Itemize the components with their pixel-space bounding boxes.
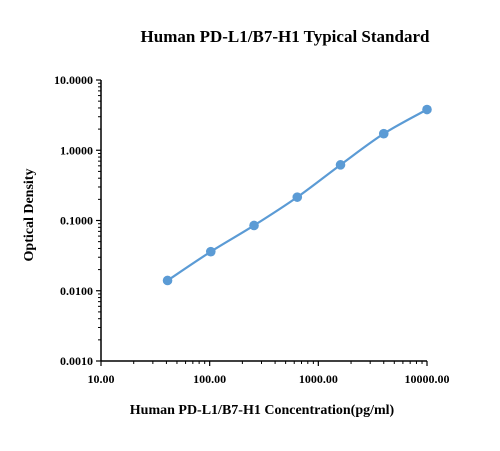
data-point [422, 104, 432, 115]
data-point [292, 192, 303, 202]
data-point [335, 160, 346, 170]
ticks: 0.0010 0.0100 0.1000 1.0000 10.0000 10.00 100.… [54, 73, 450, 386]
x-tick-label: 10000.00 [405, 372, 450, 386]
x-tick-label: 10.00 [88, 372, 115, 386]
data-point [249, 220, 259, 231]
data-point [205, 246, 216, 257]
x-tick-label: 1000.00 [299, 372, 338, 386]
y-tick-label: 10.0000 [54, 73, 93, 87]
y-axis-label: Optical Density [22, 169, 37, 262]
series-layer [162, 104, 432, 286]
y-tick-label: 0.1000 [60, 214, 93, 228]
chart-title: Human PD-L1/B7-H1 Typical Standard [141, 27, 430, 46]
x-axis-label: Human PD-L1/B7-H1 Concentration(pg/ml) [130, 403, 395, 418]
y-tick-label: 1.0000 [60, 143, 93, 157]
axes [100, 80, 427, 362]
y-tick-label: 0.0100 [60, 284, 93, 298]
data-point [162, 275, 173, 286]
y-tick-label: 0.0010 [60, 354, 93, 368]
data-point [378, 128, 389, 139]
x-tick-label: 100.00 [193, 372, 226, 386]
